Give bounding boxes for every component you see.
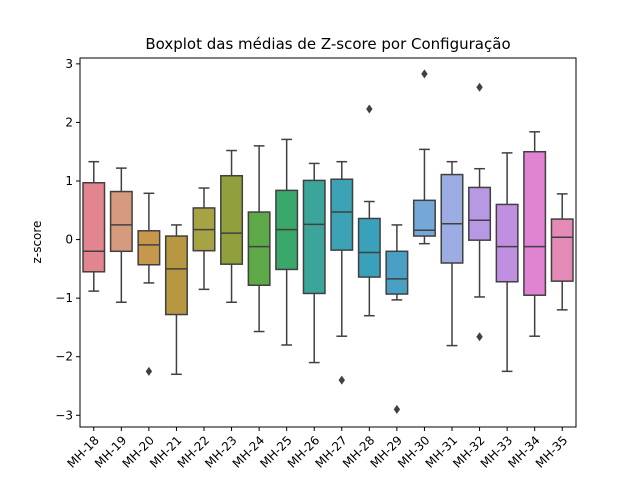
box-mh-35 — [550, 218, 574, 282]
y-axis-label: z-score — [30, 221, 44, 264]
box-mh-33 — [495, 203, 519, 283]
box-mh-27 — [330, 178, 354, 251]
box-mh-29 — [385, 250, 409, 295]
y-tick-label-2: 2 — [65, 115, 73, 129]
y-tick-label-1: 1 — [65, 174, 73, 188]
box-mh-30 — [412, 199, 436, 237]
outlier-mh-28-0 — [366, 104, 373, 114]
box-mh-19 — [109, 190, 133, 253]
plot-area: MH-18MH-19MH-20MH-21MH-22MH-23MH-24MH-25… — [55, 57, 577, 471]
box-mh-32 — [468, 186, 492, 241]
outlier-mh-32-0 — [476, 82, 483, 92]
y-tick-label-0: 0 — [65, 233, 73, 247]
box-mh-26 — [302, 179, 326, 295]
y-tick-label--1: −1 — [55, 291, 73, 305]
box-mh-28 — [357, 217, 381, 278]
box-mh-18 — [82, 182, 106, 273]
plot-frame — [79, 57, 577, 428]
outlier-mh-30-0 — [421, 69, 428, 79]
box-mh-31 — [440, 173, 464, 264]
box-mh-24 — [247, 211, 271, 287]
outlier-mh-27-0 — [338, 375, 345, 385]
y-tick-label-3: 3 — [65, 57, 73, 71]
y-tick-label--3: −3 — [55, 408, 73, 422]
box-mh-23 — [220, 174, 244, 265]
outlier-mh-29-0 — [393, 404, 401, 414]
box-mh-21 — [164, 235, 188, 316]
box-mh-20 — [137, 230, 161, 266]
y-tick-label--2: −2 — [55, 350, 73, 364]
chart-title: Boxplot das médias de Z-score por Config… — [145, 35, 510, 53]
outlier-mh-20-0 — [145, 366, 153, 376]
box-mh-34 — [523, 150, 547, 296]
outlier-mh-32-1 — [476, 332, 483, 342]
